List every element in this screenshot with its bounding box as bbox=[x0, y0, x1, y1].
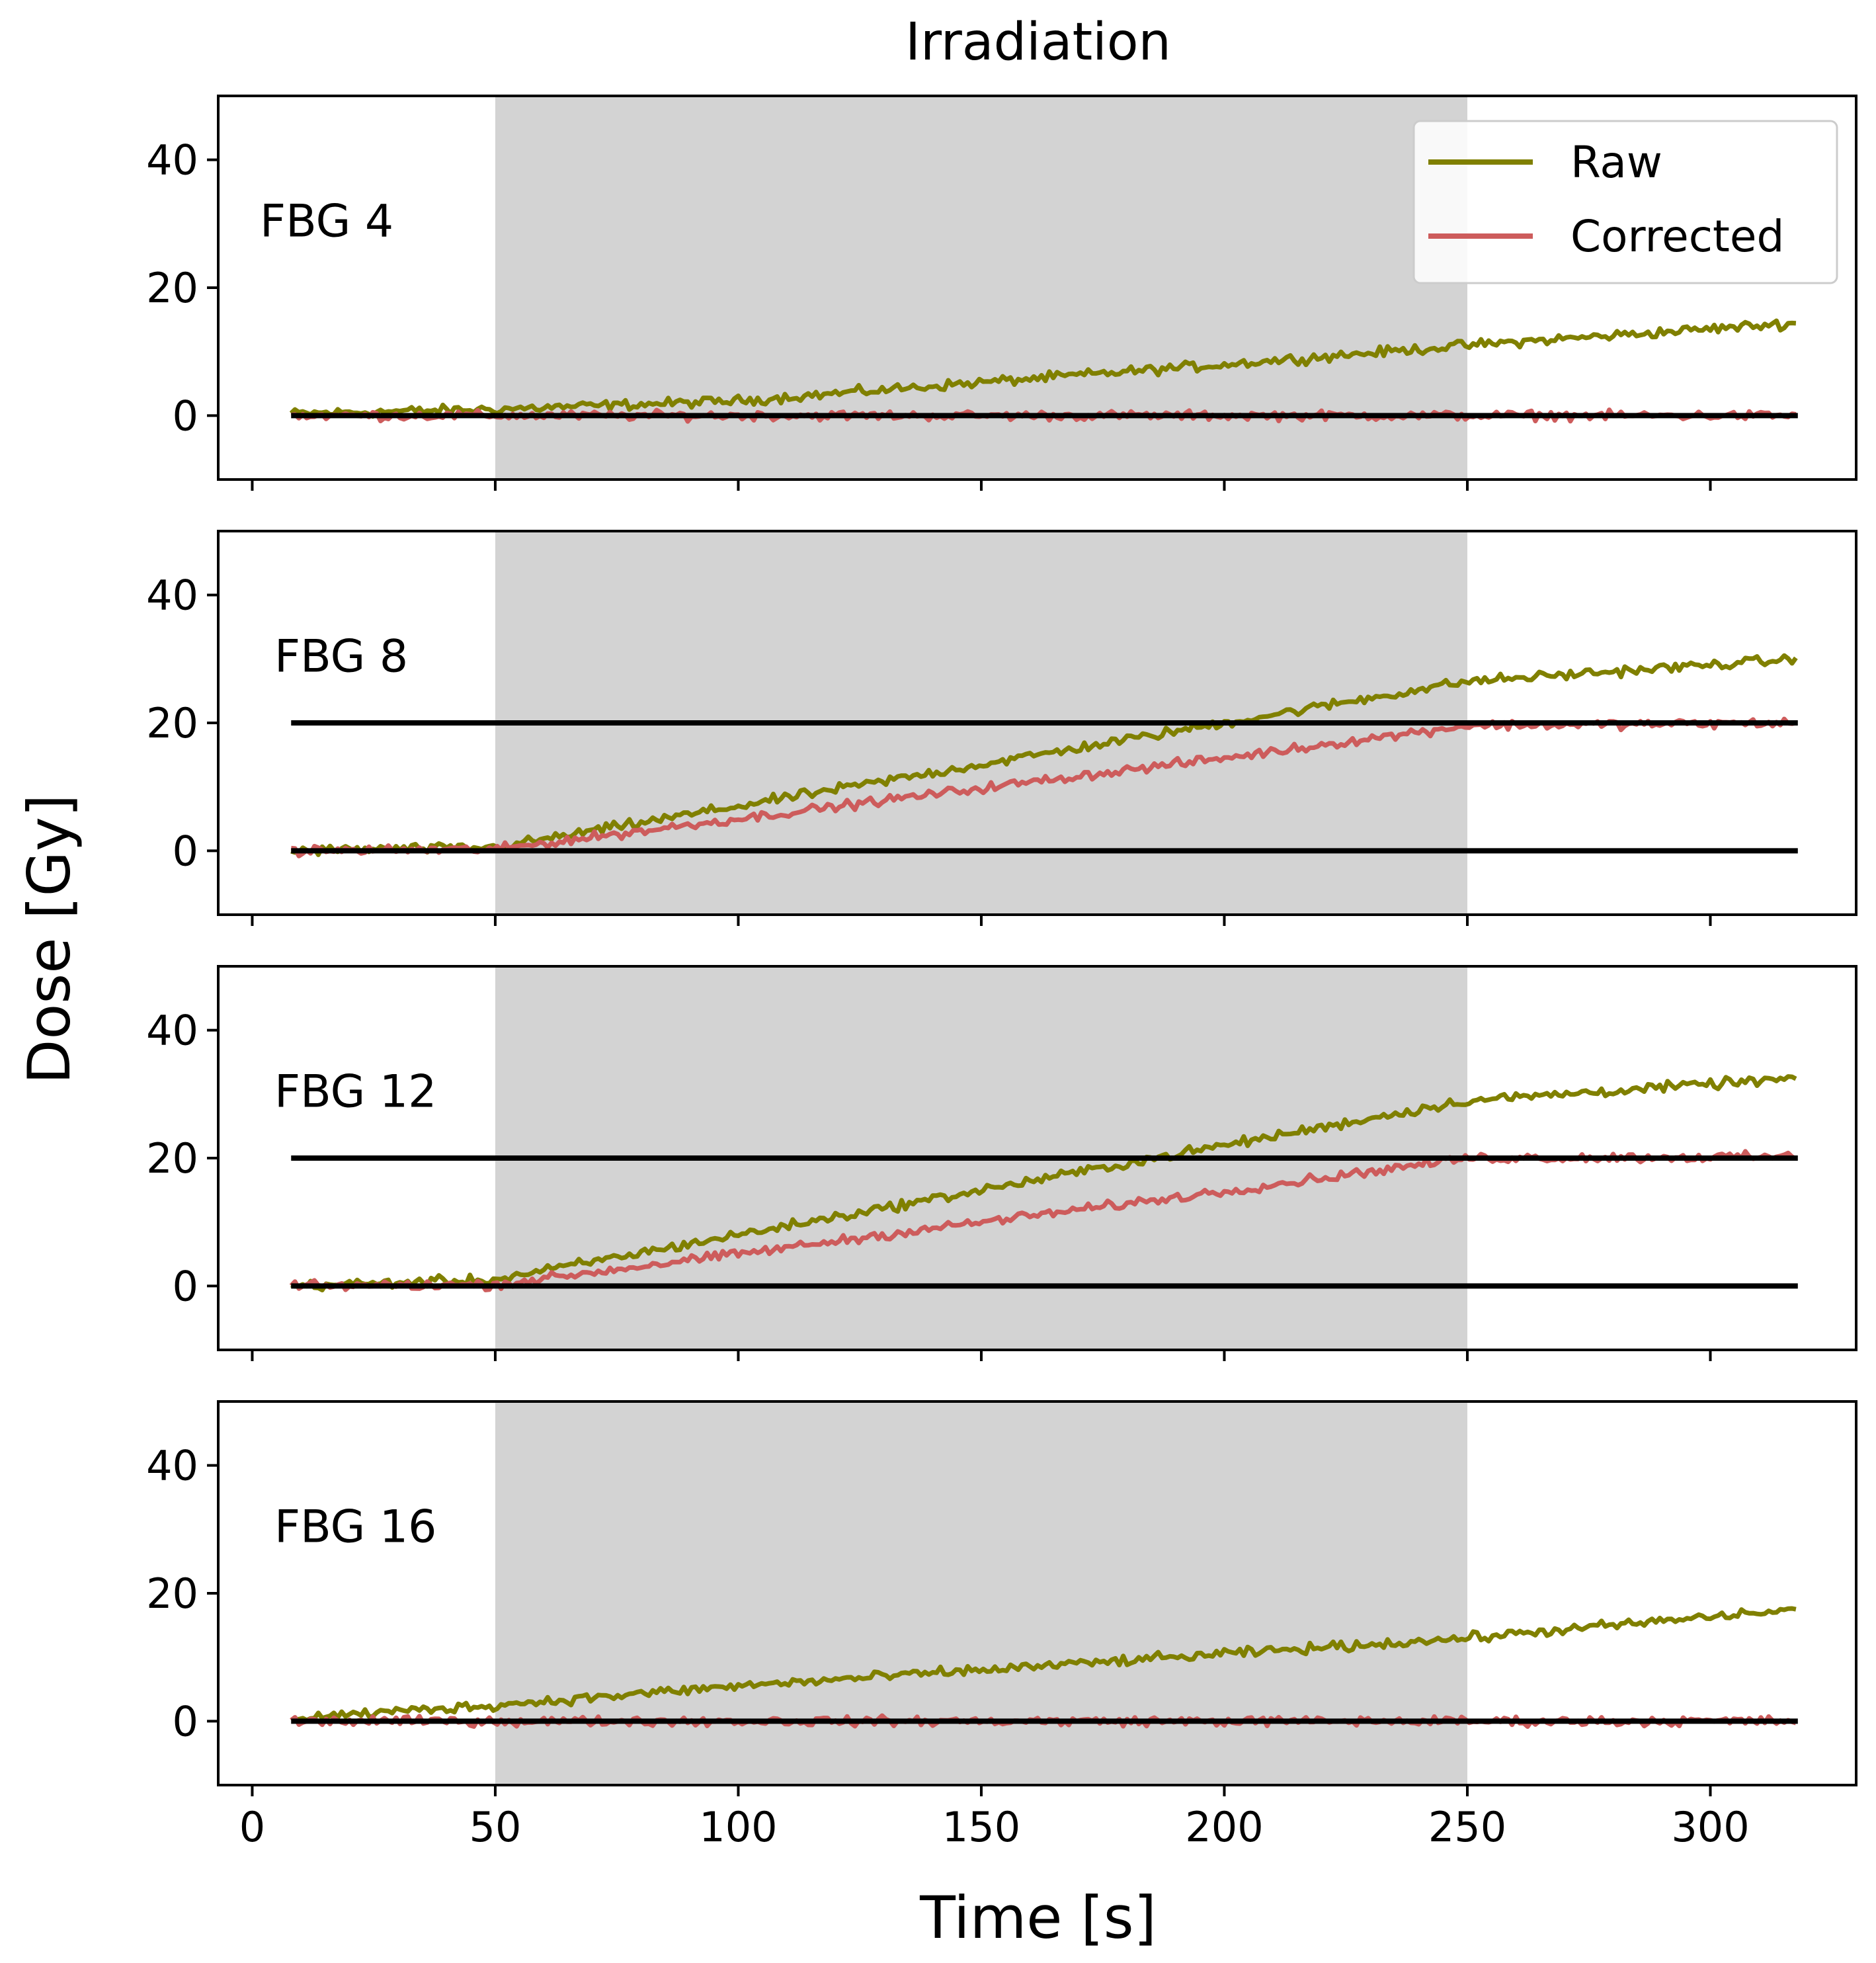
panel-1: 0 20 40 FBG 4 Raw Corrected bbox=[146, 95, 1857, 491]
raw-series-line bbox=[289, 318, 1797, 419]
y-tick-label: 20 bbox=[146, 264, 198, 312]
y-tick-label: 40 bbox=[146, 1442, 198, 1490]
irradiation-window bbox=[495, 96, 1467, 480]
y-tick-label: 20 bbox=[146, 1134, 198, 1183]
x-tick-label: 200 bbox=[1185, 1803, 1263, 1851]
x-tick-label: 100 bbox=[699, 1803, 777, 1851]
raw-series-line bbox=[290, 1074, 1797, 1292]
chart-title: Irradiation bbox=[905, 13, 1171, 72]
data-area bbox=[289, 1074, 1798, 1292]
raw-series-line bbox=[290, 653, 1798, 857]
x-tick-label: 250 bbox=[1428, 1803, 1506, 1851]
panel-4: 0 20 40 0 50 100 150 200 250 300 FBG 16 bbox=[146, 1400, 1857, 1851]
panel-label: FBG 12 bbox=[274, 1066, 436, 1118]
irradiation-window bbox=[495, 1401, 1467, 1785]
y-tick-label: 40 bbox=[146, 571, 198, 620]
legend-entry-raw: Raw bbox=[1570, 137, 1662, 188]
x-tick-label: 50 bbox=[469, 1803, 522, 1851]
x-tick-label: 300 bbox=[1671, 1803, 1749, 1851]
y-tick-label: 40 bbox=[146, 1007, 198, 1055]
y-tick-label: 0 bbox=[173, 827, 198, 875]
x-tick-label: 150 bbox=[942, 1803, 1020, 1851]
panel-3: 0 20 40 FBG 12 bbox=[146, 965, 1857, 1361]
panel-label: FBG 4 bbox=[260, 196, 393, 248]
y-tick-label: 20 bbox=[146, 1569, 198, 1618]
x-axis-label: Time [s] bbox=[919, 1884, 1157, 1952]
y-tick-label: 0 bbox=[173, 1697, 198, 1745]
panels: 0 20 40 FBG 4 Raw Corrected 0 20 40 FBG 8 0 20 40 FBG… bbox=[146, 95, 1857, 1851]
y-tick-label: 0 bbox=[173, 392, 198, 440]
data-area bbox=[289, 318, 1798, 424]
legend: Raw Corrected bbox=[1412, 120, 1838, 284]
y-tick-label: 0 bbox=[173, 1262, 198, 1310]
data-area bbox=[290, 653, 1798, 858]
x-tick-label: 0 bbox=[239, 1803, 265, 1851]
y-tick-label: 20 bbox=[146, 699, 198, 747]
panel-label: FBG 16 bbox=[274, 1501, 436, 1554]
panel-2: 0 20 40 FBG 8 bbox=[146, 530, 1857, 926]
y-tick-label: 40 bbox=[146, 136, 198, 185]
y-axis-label: Dose [Gy] bbox=[15, 794, 83, 1085]
data-area bbox=[290, 1606, 1798, 1729]
raw-series-line bbox=[290, 1606, 1797, 1723]
panel-label: FBG 8 bbox=[274, 631, 408, 683]
legend-entry-corrected: Corrected bbox=[1570, 211, 1784, 262]
